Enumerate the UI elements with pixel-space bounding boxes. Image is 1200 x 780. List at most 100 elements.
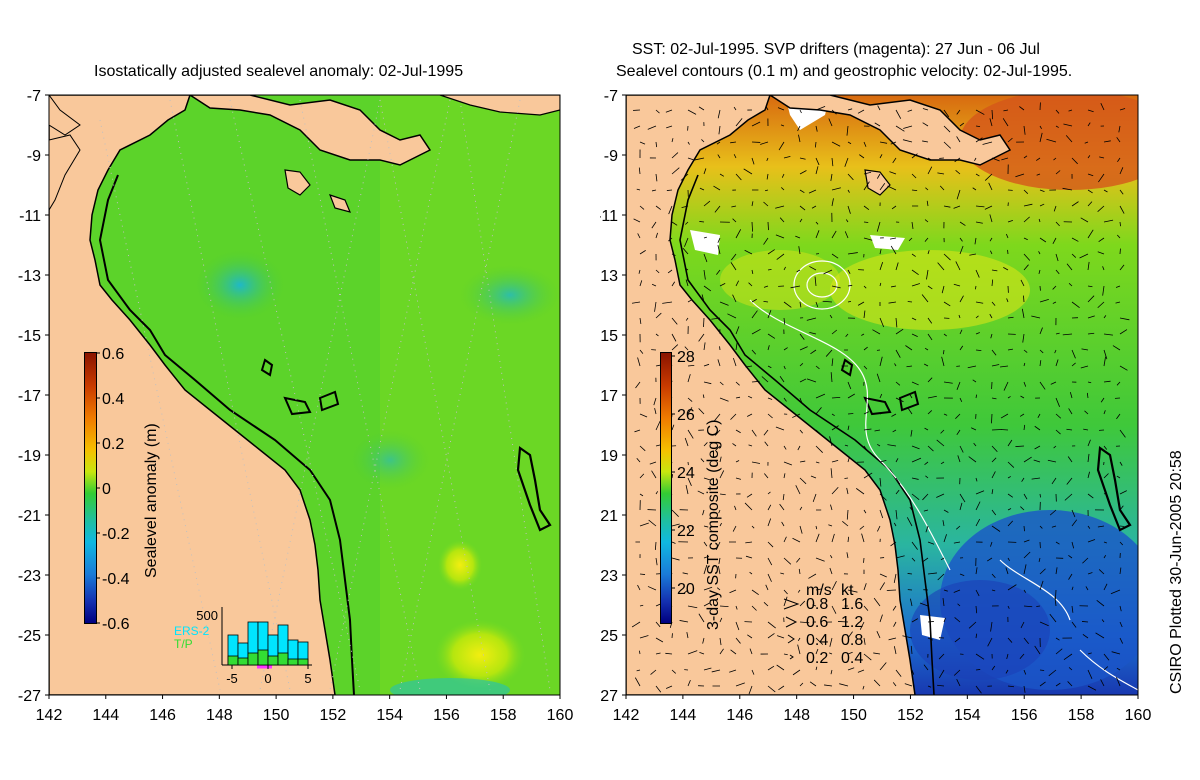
velocity-arrow [943, 413, 948, 416]
velocity-arrow [1086, 392, 1089, 399]
velocity-arrow [701, 139, 705, 143]
velocity-arrow [701, 294, 705, 303]
velocity-arrow [911, 557, 916, 562]
velocity-arrow [783, 557, 792, 565]
velocity-arrow [923, 363, 929, 367]
velocity-arrow [959, 245, 964, 255]
velocity-arrow [975, 518, 981, 527]
velocity-arrow [783, 589, 788, 595]
velocity-arrow [943, 301, 951, 307]
velocity-arrow [1015, 445, 1025, 447]
velocity-arrow [905, 345, 913, 351]
velocity-arrow [733, 357, 737, 367]
velocity-arrow [1039, 132, 1043, 143]
velocity-arrow [1023, 637, 1029, 644]
velocity-arrow [655, 205, 661, 210]
velocity-arrow [713, 185, 721, 191]
velocity-arrow [767, 541, 774, 548]
velocity-arrow [1087, 201, 1093, 207]
colorbar-tick-label: -0.4 [102, 571, 130, 588]
velocity-arrow [735, 605, 738, 610]
velocity-arrow [830, 554, 833, 559]
lat-tick-label: -23 [18, 568, 41, 585]
velocity-arrow [1097, 251, 1105, 255]
velocity-arrow [815, 407, 822, 415]
velocity-arrow [751, 157, 755, 165]
velocity-arrow [651, 189, 657, 192]
velocity-arrow [1046, 138, 1057, 143]
velocity-arrow [1087, 295, 1095, 303]
velocity-arrow [698, 613, 705, 623]
velocity-arrow [799, 621, 810, 624]
colorbar-tick-label: 0.2 [102, 436, 124, 453]
velocity-arrow [1119, 205, 1125, 214]
velocity-arrow [703, 667, 712, 671]
velocity-arrow [1038, 218, 1041, 223]
velocity-arrow [953, 205, 961, 209]
velocity-arrow [936, 493, 945, 498]
velocity-arrow [894, 363, 897, 367]
velocity-arrow [940, 557, 945, 561]
velocity-arrow [831, 157, 834, 167]
velocity-arrow [991, 413, 993, 424]
velocity-arrow [991, 525, 1001, 532]
velocity-arrow [666, 125, 673, 129]
velocity-arrow [810, 475, 817, 479]
velocity-arrow [1048, 669, 1057, 677]
velocity-arrow [1023, 349, 1028, 353]
velocity-arrow [637, 233, 641, 239]
velocity-arrow [1067, 681, 1073, 687]
lon-tick-label: 144 [670, 707, 697, 724]
velocity-arrow [799, 600, 806, 607]
velocity-arrow [815, 429, 821, 435]
velocity-arrow [1055, 397, 1060, 407]
velocity-arrow [991, 269, 998, 272]
velocity-arrow [925, 525, 929, 533]
velocity-arrow [1055, 269, 1060, 275]
lon-tick-label: 150 [263, 707, 290, 724]
velocity-arrow [1039, 381, 1046, 390]
velocity-arrow [879, 317, 885, 328]
velocity-arrow [687, 407, 693, 415]
velocity-arrow [927, 395, 937, 399]
velocity-arrow [937, 262, 945, 271]
velocity-arrow [991, 445, 998, 453]
velocity-arrow [895, 669, 902, 677]
velocity-arrow [703, 200, 711, 207]
velocity-arrow [665, 685, 673, 689]
velocity-arrow [777, 107, 785, 111]
velocity-arrow [1071, 621, 1077, 628]
velocity-arrow [959, 573, 965, 577]
velocity-arrow [925, 187, 929, 191]
velocity-arrow [1007, 520, 1014, 527]
lat-tick-label: -21 [18, 508, 41, 525]
velocity-arrow [671, 557, 680, 561]
velocity-arrow [815, 533, 820, 543]
velocity-arrow [863, 346, 868, 351]
velocity-arrow [893, 522, 897, 527]
velocity-arrow [799, 682, 804, 687]
velocity-arrow [679, 620, 689, 623]
velocity-arrow [814, 276, 817, 287]
velocity-arrow [1023, 539, 1030, 543]
velocity-arrow [943, 141, 952, 149]
velocity-arrow [857, 669, 865, 673]
velocity-arrow [877, 525, 881, 532]
velocity-arrow [799, 157, 806, 160]
velocity-arrow [1087, 122, 1091, 127]
velocity-arrow [824, 684, 833, 687]
velocity-arrow [1103, 140, 1111, 143]
velocity-arrow [953, 541, 961, 544]
velocity-arrow [744, 249, 753, 255]
velocity-arrow [1103, 445, 1108, 450]
velocity-arrow [921, 557, 929, 563]
velocity-arrow [1022, 333, 1025, 343]
lat-tick-label: -15 [600, 328, 618, 345]
hist-bar-tp [247, 652, 259, 666]
velocity-arrow [719, 637, 722, 646]
velocity-arrow [1063, 123, 1073, 127]
velocity-arrow [639, 635, 649, 639]
velocity-arrow [815, 393, 826, 399]
velocity-arrow [637, 584, 641, 591]
velocity-arrow [1036, 157, 1041, 161]
